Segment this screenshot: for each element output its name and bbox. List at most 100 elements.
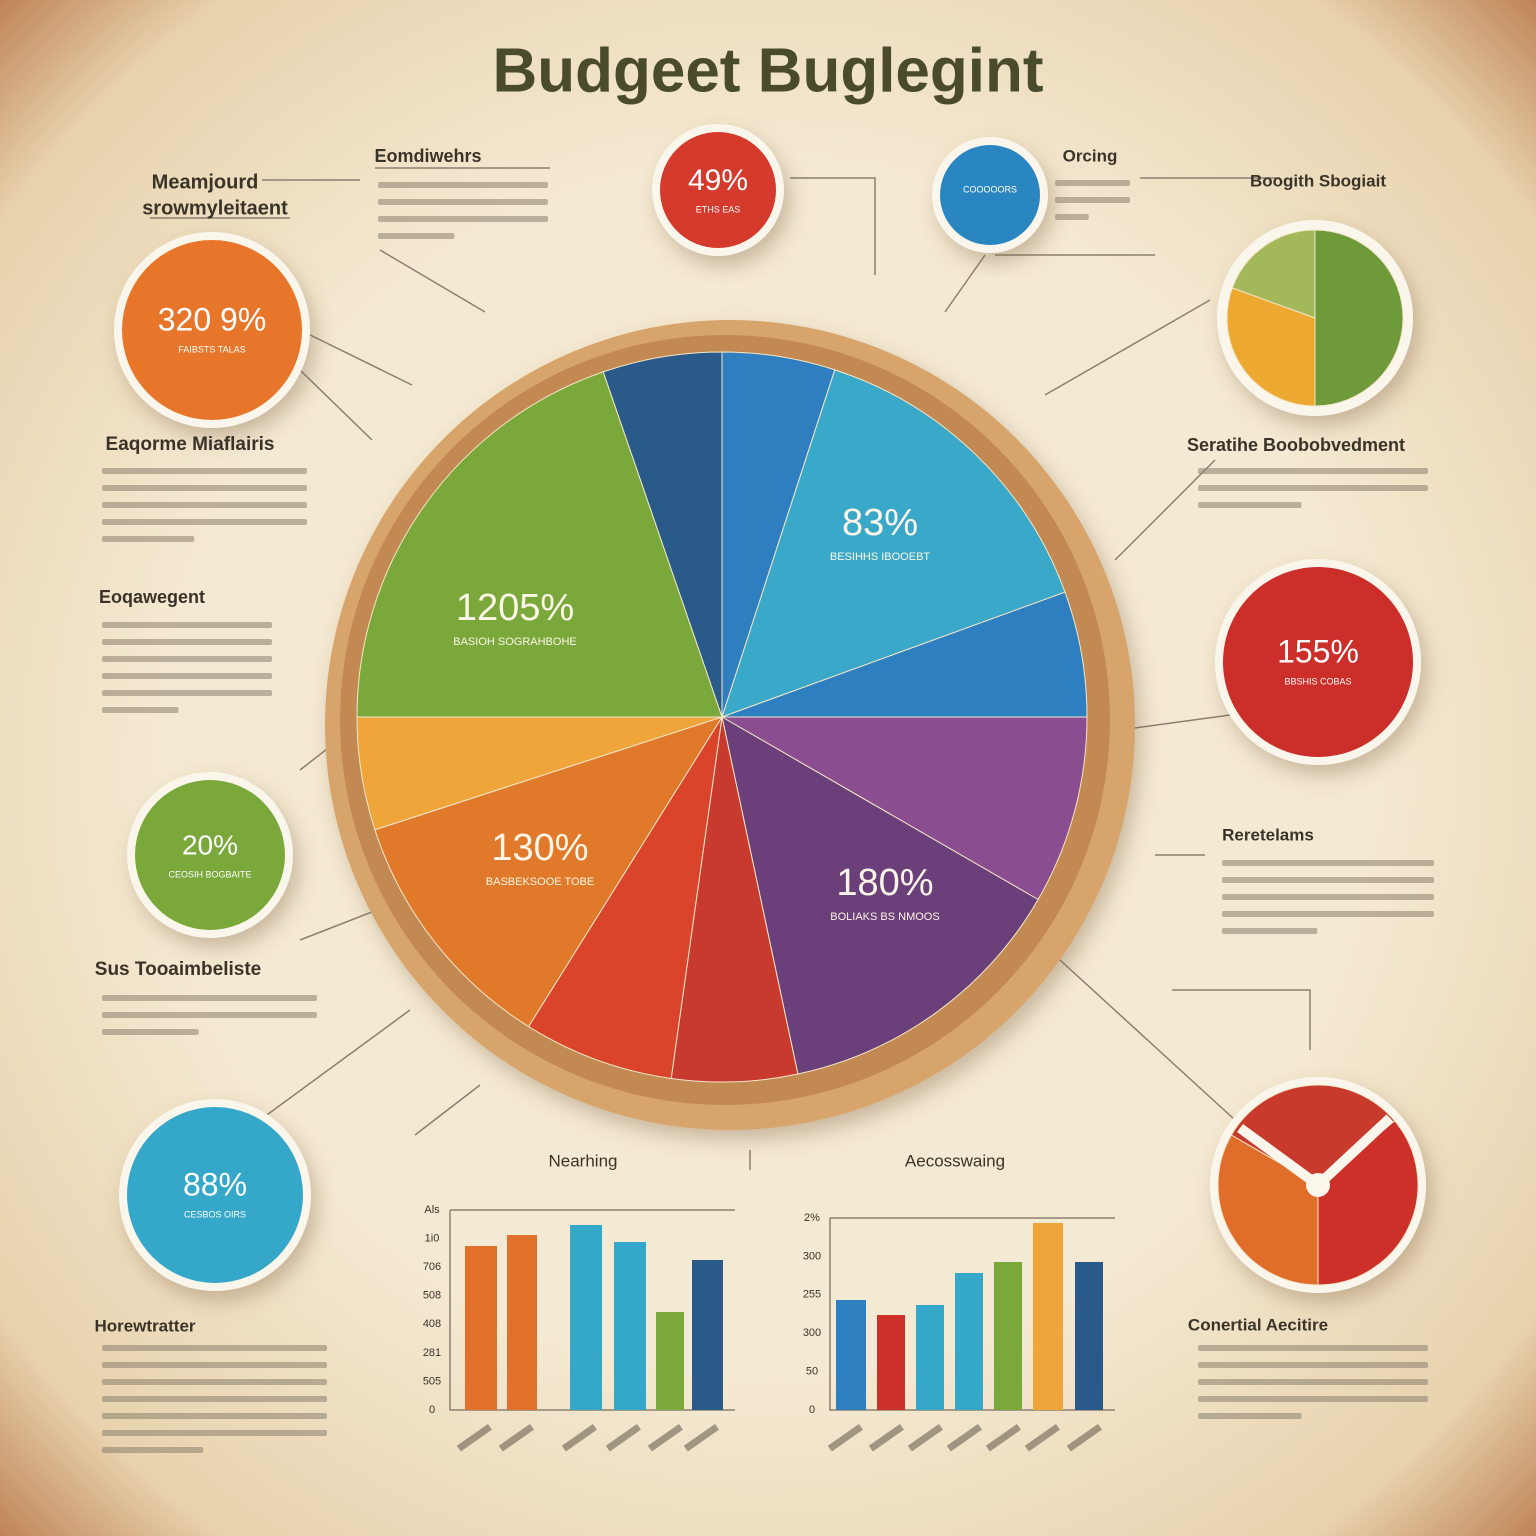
bar bbox=[692, 1260, 723, 1410]
bar-label bbox=[647, 1423, 683, 1452]
text-line bbox=[102, 1029, 199, 1035]
heading: Conertial Aecitire bbox=[1188, 1315, 1328, 1334]
text-line bbox=[1198, 502, 1302, 508]
clock-pie bbox=[1217, 1084, 1419, 1286]
clock-center bbox=[1306, 1173, 1330, 1197]
heading: Reretelams bbox=[1222, 825, 1314, 844]
pie-caption: BASIOH SOGRAHBOHE bbox=[453, 636, 576, 648]
bar-label bbox=[605, 1423, 641, 1452]
text-line bbox=[378, 216, 548, 222]
badge-caption: COOOOORS bbox=[963, 184, 1017, 194]
bar bbox=[1075, 1262, 1103, 1410]
text-line bbox=[1055, 214, 1089, 220]
badge-caption: BBSHIS COBAS bbox=[1284, 676, 1351, 686]
badge bbox=[1223, 567, 1413, 757]
text-line bbox=[1222, 928, 1318, 934]
badge-value: 320 9% bbox=[158, 301, 267, 337]
text-line bbox=[1198, 485, 1428, 491]
tick-label: 2% bbox=[804, 1212, 820, 1224]
pie-label: 1205% bbox=[456, 587, 574, 629]
bar-label bbox=[907, 1423, 943, 1452]
text-line bbox=[378, 233, 455, 239]
text-line bbox=[1222, 911, 1434, 917]
text-line bbox=[102, 1396, 327, 1402]
heading: srowmyleitaent bbox=[142, 197, 288, 219]
bar bbox=[916, 1305, 944, 1410]
mini-pie bbox=[1226, 229, 1404, 407]
text-line bbox=[102, 1012, 317, 1018]
text-line bbox=[102, 707, 179, 713]
bar bbox=[507, 1235, 537, 1410]
pie-wedge bbox=[527, 716, 723, 1080]
heading: Eoqawegent bbox=[99, 587, 205, 607]
bar-label bbox=[985, 1423, 1021, 1452]
pie-label: 130% bbox=[491, 827, 588, 869]
text-line bbox=[1222, 877, 1434, 883]
text-line bbox=[378, 199, 548, 205]
bar-label bbox=[498, 1423, 534, 1452]
pie-wedge bbox=[670, 716, 799, 1083]
badge bbox=[660, 132, 776, 248]
main-pie bbox=[356, 351, 1088, 1083]
tick-label: 0 bbox=[809, 1404, 815, 1416]
text-line bbox=[1055, 180, 1130, 186]
text-line bbox=[1198, 1345, 1428, 1351]
tick-label: 0 bbox=[429, 1404, 435, 1416]
heading: Seratihe Boobobvedment bbox=[1187, 435, 1405, 455]
heading: Sus Tooaimbeliste bbox=[95, 959, 261, 980]
text-line bbox=[102, 519, 307, 525]
bar-label bbox=[1066, 1423, 1102, 1452]
badge-caption: FAIBSTS TALAS bbox=[178, 344, 245, 354]
text-line bbox=[102, 1413, 327, 1419]
clock-hands bbox=[1237, 1114, 1394, 1190]
title: Budgeet Buglegint bbox=[492, 36, 1043, 105]
text-line bbox=[102, 995, 317, 1001]
pie-wedge bbox=[1226, 287, 1316, 407]
pie-wedge bbox=[1317, 1120, 1419, 1286]
bar-label bbox=[946, 1423, 982, 1452]
pie-wedge bbox=[721, 591, 1088, 718]
chart-title: Aecosswaing bbox=[905, 1151, 1005, 1170]
badge-caption: ETHS EAS bbox=[696, 204, 741, 214]
badge-value: 155% bbox=[1277, 633, 1359, 669]
badge bbox=[135, 780, 285, 930]
bar bbox=[955, 1273, 983, 1410]
badge bbox=[127, 1107, 303, 1283]
tick-label: 50 bbox=[806, 1366, 818, 1378]
pie-caption: BASBEKSOOE TOBE bbox=[486, 876, 594, 888]
tick-label: 300 bbox=[803, 1327, 821, 1339]
tick-label: 408 bbox=[423, 1318, 441, 1330]
pie-wedge bbox=[720, 716, 1088, 901]
pie-wedge bbox=[721, 716, 1039, 1075]
badge bbox=[122, 240, 302, 420]
bar-label bbox=[561, 1423, 597, 1452]
tick-label: 706 bbox=[423, 1261, 441, 1273]
bar-label bbox=[868, 1423, 904, 1452]
badge-value: 49% bbox=[688, 164, 748, 197]
tick-label: 281 bbox=[423, 1347, 441, 1359]
pie-caption: BESIHHS IBOOEBT bbox=[830, 551, 931, 563]
heading: Eaqorme Miaflairis bbox=[106, 434, 275, 455]
badge-value: 20% bbox=[182, 829, 238, 860]
text-line bbox=[102, 1362, 327, 1368]
pie-wedge bbox=[1230, 1084, 1396, 1186]
tick-label: 508 bbox=[423, 1290, 441, 1302]
pie-wedge bbox=[1231, 229, 1316, 319]
text-line bbox=[378, 182, 548, 188]
text-line bbox=[102, 622, 272, 628]
badge bbox=[940, 145, 1040, 245]
bar-label bbox=[1024, 1423, 1060, 1452]
text-line bbox=[102, 1447, 204, 1453]
heading: Boogith Sbogiait bbox=[1250, 171, 1386, 190]
text-line bbox=[102, 690, 272, 696]
pie-label: 180% bbox=[836, 862, 933, 904]
badge-caption: CEOSIH BOGBAITE bbox=[168, 869, 251, 879]
text-line bbox=[1198, 468, 1428, 474]
text-line bbox=[1198, 1362, 1428, 1368]
heading: Orcing bbox=[1063, 146, 1118, 165]
heading: Eomdiwehrs bbox=[374, 146, 481, 166]
bar bbox=[1033, 1223, 1063, 1410]
chart-title: Nearhing bbox=[549, 1151, 618, 1170]
bar bbox=[877, 1315, 905, 1410]
